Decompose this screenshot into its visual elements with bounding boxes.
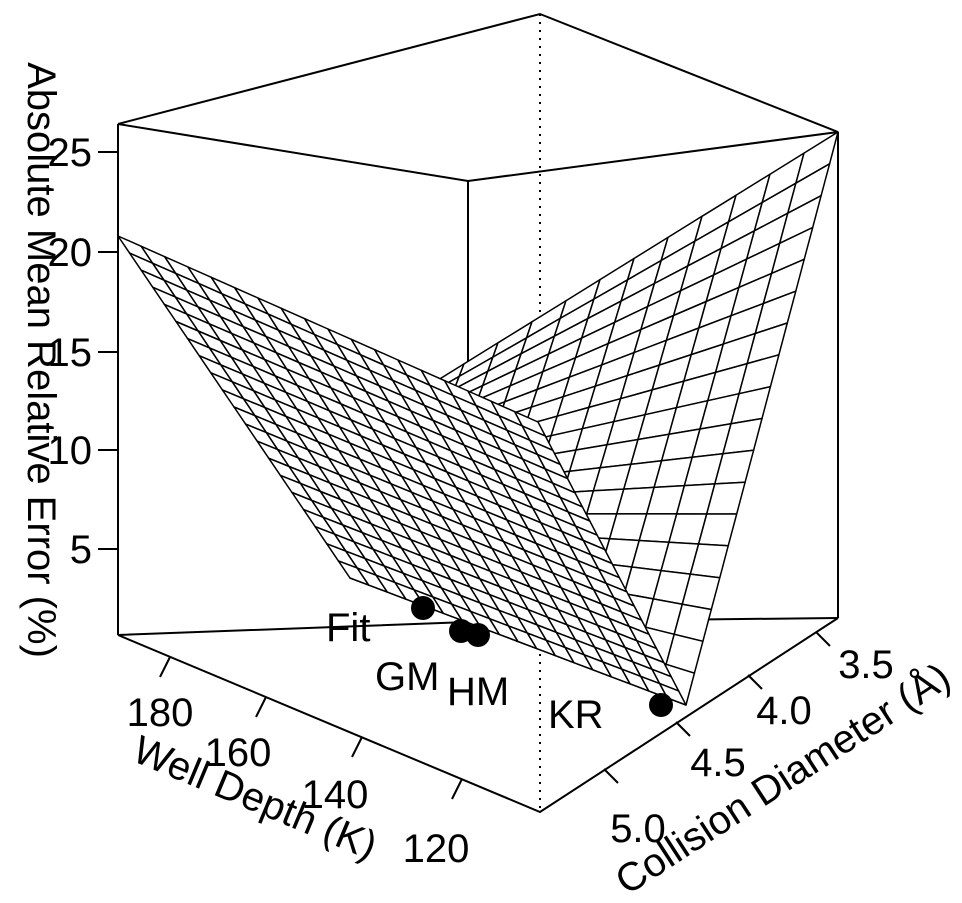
y-tick-label: 3.5 [838,643,894,687]
point-label-kr: KR [548,693,604,737]
point-kr [649,693,673,717]
z-tick-label: 25 [48,131,93,175]
mesh-cell [658,682,687,706]
z-tick-label: 20 [48,231,93,275]
x-tick-label: 120 [403,827,470,871]
x-tick-mark [351,736,363,758]
data-points: Fit GM HM KR [326,596,673,737]
z-tick-label: 5 [70,528,92,572]
x-tick-label: 140 [302,773,369,817]
z-axis-title: Absolute Mean Relative Error (%) [19,62,63,658]
point-hm [466,623,490,647]
surface-plane-front [117,235,687,706]
y-tick-label: 4.0 [756,689,812,733]
point-label-gm: GM [375,655,439,699]
y-tick-label: 5.0 [610,807,666,851]
error-surface [117,131,839,706]
point-label-hm: HM [447,670,509,714]
y-tick-mark [675,721,691,737]
point-fit [411,596,435,620]
y-tick-mark [603,768,619,784]
point-label-fit: Fit [326,606,370,650]
z-axis: 25 20 15 10 5 Absolute Mean Relative Err… [19,62,118,658]
z-tick-label: 10 [48,429,93,473]
x-tick-mark [255,696,267,718]
x-tick-label: 180 [127,691,194,735]
y-tick-mark [747,674,763,690]
y-tick-label: 4.5 [690,741,746,785]
z-tick-label: 15 [48,331,93,375]
x-tick-mark [159,656,171,678]
y-tick-mark [815,631,831,647]
x-tick-mark [451,778,463,800]
x-tick-label: 160 [205,731,272,775]
